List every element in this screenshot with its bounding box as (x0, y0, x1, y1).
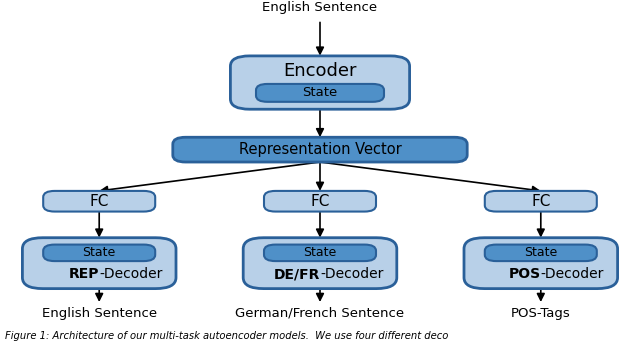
Text: POS: POS (509, 267, 541, 281)
Text: FC: FC (531, 194, 550, 209)
Text: English Sentence: English Sentence (42, 307, 157, 320)
FancyBboxPatch shape (264, 191, 376, 212)
Text: FC: FC (90, 194, 109, 209)
Text: -Decoder: -Decoder (541, 267, 604, 281)
Text: -Decoder: -Decoder (320, 267, 383, 281)
Text: FC: FC (310, 194, 330, 209)
FancyBboxPatch shape (44, 245, 155, 261)
Text: Figure 1: Architecture of our multi-task autoencoder models.  We use four differ: Figure 1: Architecture of our multi-task… (5, 331, 449, 341)
Text: State: State (302, 86, 338, 99)
Text: State: State (524, 246, 557, 259)
FancyBboxPatch shape (485, 245, 596, 261)
FancyBboxPatch shape (464, 238, 618, 289)
FancyBboxPatch shape (230, 56, 410, 109)
Text: REP: REP (68, 267, 99, 281)
FancyBboxPatch shape (173, 137, 467, 162)
Text: State: State (83, 246, 116, 259)
FancyBboxPatch shape (485, 191, 596, 212)
FancyBboxPatch shape (22, 238, 176, 289)
FancyBboxPatch shape (243, 238, 397, 289)
Text: POS-Tags: POS-Tags (511, 307, 571, 320)
FancyBboxPatch shape (256, 84, 384, 102)
Text: English Sentence: English Sentence (262, 1, 378, 14)
Text: German/French Sentence: German/French Sentence (236, 307, 404, 320)
FancyBboxPatch shape (264, 245, 376, 261)
Text: -Decoder: -Decoder (99, 267, 163, 281)
Text: Encoder: Encoder (284, 62, 356, 79)
Text: DE/FR: DE/FR (274, 267, 320, 281)
Text: State: State (303, 246, 337, 259)
Text: Representation Vector: Representation Vector (239, 142, 401, 157)
FancyBboxPatch shape (44, 191, 155, 212)
